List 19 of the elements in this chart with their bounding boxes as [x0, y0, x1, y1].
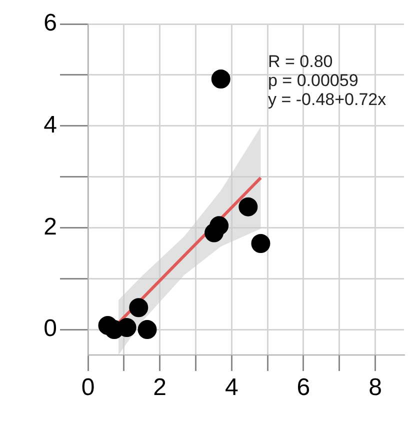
point: [251, 234, 270, 253]
point: [211, 69, 230, 88]
annotation: R = 0.80: [268, 52, 333, 72]
point: [210, 216, 229, 236]
x-tick-label: 2: [153, 374, 166, 402]
point: [129, 298, 148, 318]
annotation: y = -0.48+0.72x: [268, 90, 387, 110]
annotation: p = 0.00059: [268, 71, 358, 90]
y-tick-label: 6: [44, 10, 57, 37]
point: [238, 197, 258, 216]
y-tick-label: 0: [44, 315, 57, 342]
x-tick-label: 4: [224, 374, 238, 402]
x-tick-label: 8: [368, 374, 382, 402]
point: [117, 318, 136, 337]
point: [138, 320, 157, 340]
y-tick-label: 4: [44, 111, 57, 138]
x-tick-label: 6: [296, 374, 310, 402]
x-tick-label: 0: [81, 374, 95, 402]
y-tick-label: 2: [44, 213, 57, 240]
